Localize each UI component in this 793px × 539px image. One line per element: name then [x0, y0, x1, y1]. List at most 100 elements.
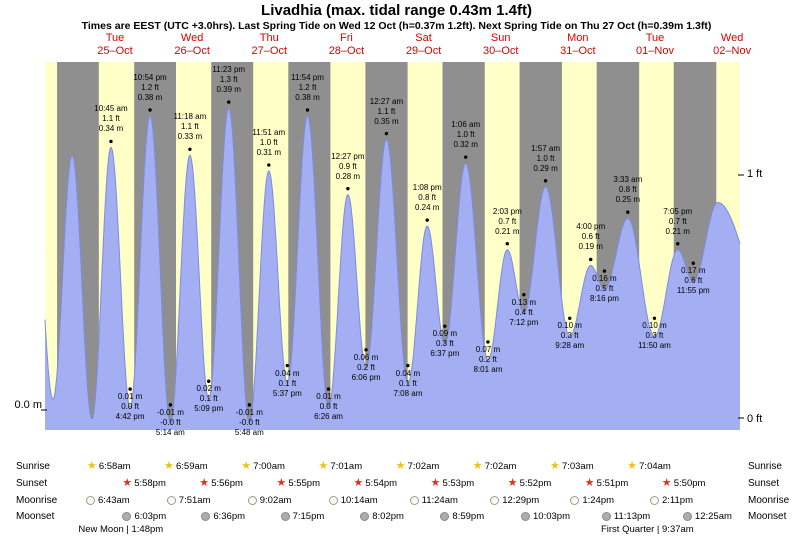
annotation-line: 10:45 am	[94, 104, 128, 114]
high-tide-annotation: 1:57 am 1.0 ft 0.29 m	[514, 144, 578, 174]
low-tide-annotation: 0.04 m 0.1 ft 5:37 pm	[255, 369, 319, 399]
time-text: 5:55pm	[288, 478, 320, 489]
tide-extreme-marker	[406, 363, 410, 368]
sunset-icon: ★	[353, 477, 364, 489]
low-tide-annotation: 0.01 m 0.0 ft 6:26 am	[297, 392, 361, 422]
high-tide-annotation: 2:03 pm 0.7 ft 0.21 m	[475, 207, 539, 237]
time-text: 6:58am	[98, 461, 131, 472]
high-tide-annotation: 12:27 pm 0.9 ft 0.28 m	[316, 152, 380, 182]
annotation-line: 0.19 m	[578, 242, 603, 252]
annotation-line: 0.29 m	[533, 163, 558, 173]
sunrise-icon: ★	[164, 460, 174, 472]
annotation-line: 0.01 m	[316, 392, 341, 402]
annotation-line: 0.04 m	[275, 368, 300, 378]
sunrise-icon: ★	[627, 460, 638, 472]
time-text: 7:02am	[484, 461, 517, 472]
annotation-line: 0.9 ft	[338, 161, 357, 171]
row-label-sunset-left: Sunset	[16, 478, 48, 489]
tide-extreme-marker	[148, 108, 152, 112]
moonrise-time: 1:24pm	[570, 494, 614, 508]
moonset-icon	[122, 512, 132, 521]
annotation-line: 0.35 m	[374, 116, 399, 126]
row-label-sunset-right: Sunset	[748, 478, 780, 489]
tide-extreme-marker	[188, 147, 192, 151]
annotation-line: 7:08 am	[393, 388, 423, 398]
sunrise-icon: ★	[241, 460, 252, 472]
annotation-line: 0.01 m	[117, 392, 143, 402]
annotation-line: 1.0 ft	[536, 153, 555, 163]
moonrise-icon	[247, 496, 257, 505]
tide-extreme-marker	[326, 387, 331, 391]
tide-extreme-marker	[505, 242, 510, 246]
tide-area	[45, 108, 740, 430]
time-text: 7:03am	[561, 461, 594, 472]
annotation-line: 0.04 m	[395, 368, 421, 378]
annotation-line: 11:50 am	[638, 341, 671, 351]
low-tide-annotation: 0.17 m 0.6 ft 11:55 pm	[661, 266, 725, 296]
sunset-time: ★ 5:53pm	[430, 477, 475, 491]
low-tide-annotation: 0.10 m 0.3 ft 9:28 am	[538, 321, 602, 351]
sunset-icon: ★	[507, 477, 518, 489]
time-text: 5:53pm	[442, 478, 475, 489]
low-tide-annotation: 0.13 m 0.4 ft 7:12 pm	[492, 298, 556, 328]
tide-extreme-marker	[285, 363, 290, 368]
sunrise-icon: ★	[549, 460, 560, 472]
day-label: Tue 25–Oct	[97, 32, 133, 57]
annotation-line: 5:48 am	[234, 427, 264, 437]
annotation-line: 10:54 pm	[133, 72, 167, 82]
tide-extreme-marker	[486, 340, 490, 344]
annotation-line: 4:42 pm	[115, 412, 145, 422]
time-text: 6:36pm	[213, 511, 246, 522]
row-label-moonset-right: Moonset	[748, 511, 787, 522]
time-text: 5:51pm	[596, 478, 629, 489]
time-text: 5:52pm	[519, 478, 552, 489]
sunset-time: ★ 5:58pm	[122, 477, 166, 491]
high-tide-annotation: 1:06 am 1.0 ft 0.32 m	[434, 120, 498, 150]
time-text: 7:04am	[639, 461, 671, 472]
time-text: 12:25am	[694, 511, 732, 522]
annotation-line: 0.1 ft	[278, 378, 297, 388]
annotation-line: 0.21 m	[495, 226, 520, 236]
page-title: Livadhia (max. tidal range 0.43m 1.4ft)	[261, 2, 532, 19]
time-text: 5:56pm	[211, 478, 243, 489]
high-tide-annotation: 3:33 am 0.8 ft 0.25 m	[596, 175, 660, 205]
tide-extreme-marker	[691, 261, 696, 265]
tide-extreme-marker	[652, 316, 657, 320]
moonrise-icon	[570, 496, 580, 505]
moonset-icon	[682, 512, 692, 521]
low-tide-annotation: 0.06 m 0.2 ft 6:06 pm	[334, 353, 398, 383]
low-tide-annotation: 0.16 m 0.5 ft 8:16 pm	[572, 274, 636, 304]
sunset-time: ★ 5:51pm	[585, 477, 629, 491]
tide-extreme-marker	[568, 316, 572, 320]
tide-extreme-marker	[305, 108, 310, 112]
tide-extreme-marker	[602, 269, 607, 273]
low-tide-annotation: 0.04 m 0.1 ft 7:08 am	[376, 369, 440, 399]
tide-extreme-marker	[364, 348, 368, 352]
annotation-line: 0.10 m	[557, 321, 582, 331]
annotation-line: 0.38 m	[137, 92, 163, 102]
time-text: 6:59am	[176, 461, 208, 472]
annotation-line: 0.8 ft	[418, 193, 437, 203]
time-text: 11:13pm	[613, 511, 651, 522]
annotation-line: 8:01 am	[473, 364, 503, 374]
high-tide-annotation: 4:00 pm 0.6 ft 0.19 m	[559, 222, 623, 252]
annotation-line: 0.33 m	[177, 132, 203, 142]
sunrise-icon: ★	[395, 460, 406, 472]
tide-extreme-marker	[346, 186, 350, 191]
moonrise-icon	[86, 496, 96, 505]
annotation-line: 0.21 m	[665, 226, 690, 236]
annotation-line: 0.24 m	[414, 203, 440, 213]
annotation-line: 1:08 pm	[412, 183, 442, 193]
moonset-time: 8:59pm	[440, 510, 484, 524]
moonrise-time: 2:11pm	[650, 494, 693, 508]
annotation-line: 0.3 ft	[560, 331, 579, 341]
moon-phase-label: New Moon | 1:48pm	[78, 524, 164, 535]
sunset-time: ★ 5:54pm	[353, 477, 397, 491]
moonset-time: 11:13pm	[601, 510, 651, 524]
high-tide-annotation: 10:45 am 1.1 ft 0.34 m	[79, 104, 143, 134]
tide-extreme-marker	[443, 324, 447, 328]
tide-extreme-marker	[543, 179, 548, 183]
annotation-line: 11:18 am	[173, 112, 207, 122]
annotation-line: 11:51 am	[252, 128, 286, 138]
